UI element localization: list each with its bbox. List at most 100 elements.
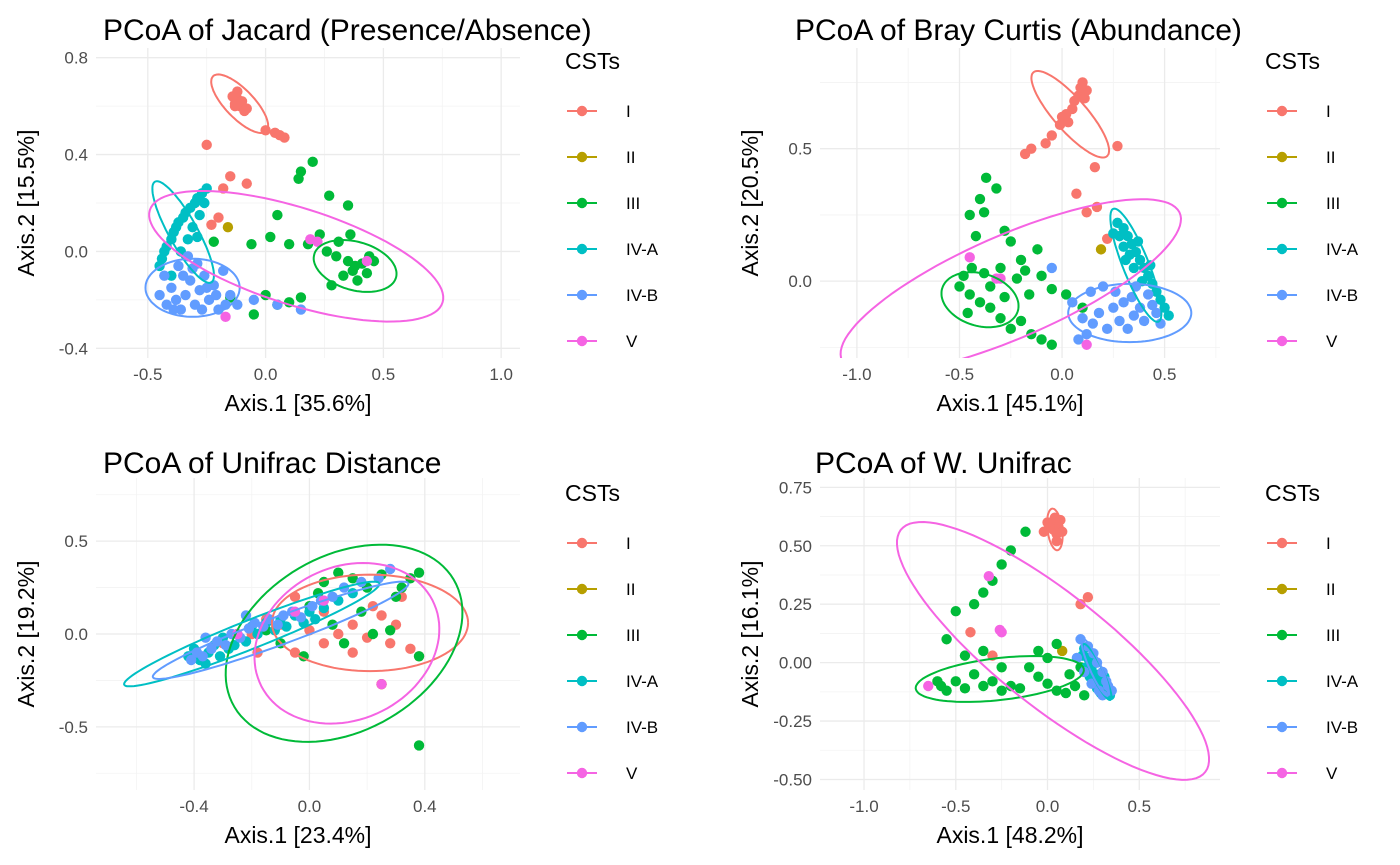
point-v [964,252,975,263]
y-axis-label: Axis.2 [15.5%] [13,129,39,276]
legend-item-i: I [1267,534,1331,553]
y-tick-label: 0.0 [64,242,88,261]
legend-item-ii: II [567,580,635,599]
legend-key-point [1276,105,1288,117]
point-iii [293,173,304,184]
point-v [1081,339,1092,350]
point-iii [1015,315,1027,327]
point-iii [1032,244,1043,255]
point-iii [950,606,961,617]
point-iii [367,628,379,640]
legend-label: I [1326,102,1331,121]
point-i [1082,591,1094,603]
point-iv-b [166,282,177,293]
point-iii [333,567,344,578]
point-iii [970,230,982,242]
point-iii [1042,678,1053,689]
point-v [983,570,995,582]
point-iii [996,685,1007,696]
ellipse-iii [224,543,464,743]
y-tick-label: -0.50 [773,770,812,789]
point-iii [1014,683,1026,694]
ellipse-iv-b [1080,637,1110,697]
point-iii [1024,289,1035,300]
point-iii [1005,236,1016,247]
point-i [1040,138,1051,149]
legend-item-v: V [567,332,638,351]
legend-key-point [1276,335,1288,347]
legend-label: I [1326,534,1331,553]
point-iii [985,302,996,313]
legend-key-point [576,197,588,209]
legend-label: V [626,764,638,783]
legend-item-iv-a: IV-A [1267,240,1359,259]
point-iv-b [1075,634,1086,645]
point-ii [222,222,234,233]
point-iv-b [1143,289,1154,300]
legend-key-point [576,767,588,779]
x-tick-label: 0.5 [372,365,396,384]
x-axis-label: Axis.1 [45.1%] [936,390,1083,416]
point-iii [283,238,295,250]
legend-item-iii: III [567,626,640,645]
legend-label: III [626,194,640,213]
y-tick-label: -0.4 [59,339,88,358]
point-iii [1060,289,1072,300]
y-tick-label: 0.00 [779,654,812,673]
point-iii [1036,270,1047,282]
legend-label: I [626,102,631,121]
point-iii [980,172,992,184]
point-i [1046,130,1057,141]
x-tick-label: 0.0 [298,797,322,816]
point-iii [995,262,1006,274]
point-iv-b [220,639,231,651]
y-tick-label: 0.5 [64,532,88,551]
point-iv-b [196,304,208,315]
legend-label: IV-A [1326,672,1359,691]
point-iii [978,587,989,598]
point-iv-b [187,263,198,274]
ellipse-iii [312,239,398,293]
point-i [385,638,396,649]
point-iii [1036,334,1047,345]
point-iv-b [159,270,170,281]
point-iv-b [206,643,217,655]
point-i [1063,116,1074,128]
y-tick-label: 0.50 [779,537,812,556]
point-iv-a [281,621,292,632]
point-iii [1060,687,1072,699]
legend-key-point [576,629,588,641]
y-axis-label: Axis.2 [19.2%] [13,560,39,707]
point-iii [1079,690,1090,701]
point-iii [324,190,335,201]
ellipse-i [270,573,470,673]
point-iv-b [1073,334,1084,345]
point-i [965,627,976,638]
point-iv-b [225,289,236,301]
legend-item-i: I [567,102,631,121]
ellipse-v [839,198,1183,358]
legend-item-ii: II [567,148,635,167]
point-iii [959,683,971,694]
legend-key-point [1276,151,1288,163]
point-i [347,619,358,630]
point-iii [413,651,425,662]
legend-item-iii: III [567,194,640,213]
point-i [333,628,344,640]
legend-title: CSTs [565,48,620,74]
points-layer [183,563,425,751]
legend-label: V [626,332,638,351]
point-iv-b [197,651,208,662]
y-tick-label: 0.75 [779,478,812,497]
ellipses-layer [839,70,1193,358]
point-iii [1033,671,1044,682]
point-iii [962,307,973,319]
point-iv-b [185,654,197,666]
y-tick-label: 0.8 [64,49,88,68]
legend-item-iv-b: IV-B [567,718,658,737]
x-tick-label: -0.5 [133,365,162,384]
point-iv-b [1128,310,1140,321]
legend-label: V [1326,764,1338,783]
